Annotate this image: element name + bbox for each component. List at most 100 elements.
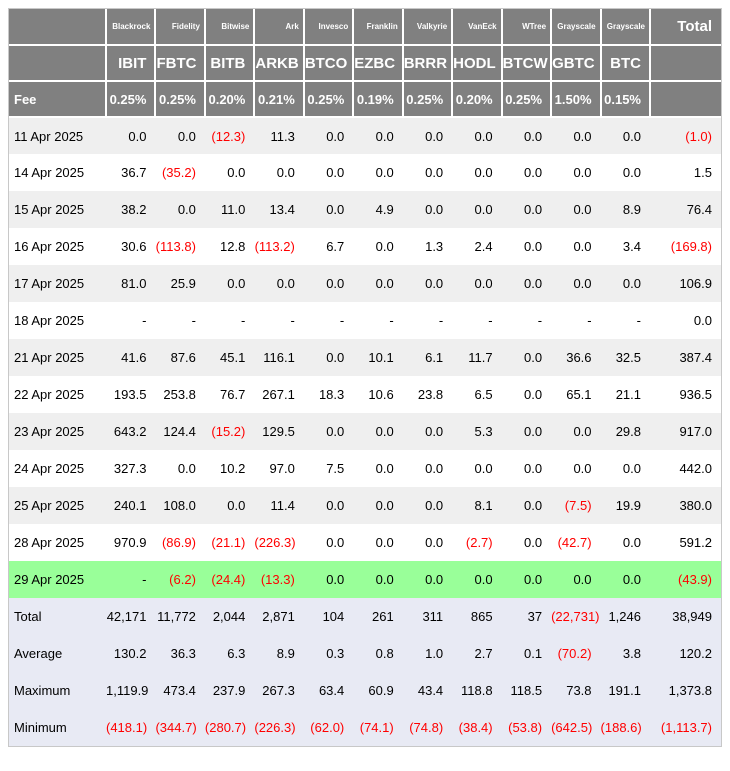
flow-value-cell: 0.0 (551, 228, 601, 265)
flow-value-cell: 0.0 (501, 339, 552, 376)
summary-value-cell: 865 (452, 598, 502, 635)
flow-value-cell: - (501, 302, 552, 339)
flow-value-cell: - (600, 302, 650, 339)
summary-value-cell: (74.8) (402, 709, 453, 746)
flow-value-cell: 38.2 (106, 191, 156, 228)
flow-value-cell: 643.2 (106, 413, 156, 450)
summary-value-cell: 3.8 (600, 635, 650, 672)
date-cell: 18 Apr 2025 (9, 302, 106, 339)
total-column-header: Total (650, 9, 721, 46)
row-total-cell: 442.0 (650, 450, 721, 487)
summary-value-cell: 473.4 (155, 672, 205, 709)
summary-value-cell: 1,119.9 (106, 672, 156, 709)
fee-row-label: Fee (9, 81, 107, 118)
flow-value-cell: 970.9 (106, 524, 156, 561)
flow-value-cell: 0.0 (600, 450, 650, 487)
row-total-cell: 387.4 (650, 339, 721, 376)
date-cell: 28 Apr 2025 (9, 524, 106, 561)
summary-value-cell: 104 (303, 598, 354, 635)
flow-value-cell: 0.0 (551, 561, 601, 598)
flow-value-cell: 4.9 (353, 191, 403, 228)
fee-value: 0.15% (600, 81, 652, 118)
summary-value-cell: (70.2) (551, 635, 601, 672)
date-cell: 14 Apr 2025 (9, 154, 106, 191)
flow-value-cell: 0.0 (303, 191, 354, 228)
flow-value-cell: 0.0 (452, 561, 502, 598)
flow-value-cell: 0.0 (402, 154, 453, 191)
row-total-cell: 591.2 (650, 524, 721, 561)
fee-value: 0.25% (501, 81, 553, 118)
flow-value-cell: (15.2) (204, 413, 255, 450)
flow-value-cell: 0.0 (254, 265, 304, 302)
table-row: 29 Apr 2025- (6.2) (24.4) (13.3) 0.0 0.0 0.0 0.… (9, 561, 721, 598)
ticker-name: ARKB (254, 45, 305, 82)
table-row: 28 Apr 2025 970.9 (86.9) (21.1) (226.3) 0.0 0.… (9, 524, 721, 561)
flow-value-cell: (6.2) (155, 561, 205, 598)
date-cell: 21 Apr 2025 (9, 339, 106, 376)
flow-value-cell: 36.7 (106, 154, 156, 191)
flow-value-cell: 0.0 (303, 561, 354, 598)
summary-value-cell: 191.1 (600, 672, 650, 709)
ticker-name: IBIT (106, 45, 157, 82)
flow-value-cell: 18.3 (303, 376, 354, 413)
fee-value: 0.25% (303, 81, 355, 118)
fee-value: 0.25% (106, 81, 157, 118)
summary-label: Average (9, 635, 106, 672)
table-row: 15 Apr 2025 38.2 0.0 11.0 13.4 0.0 4.9 0.0 0.0 0.… (9, 191, 721, 228)
summary-rows: Total 42,171 11,772 2,044 2,871 104 261 311 865 3… (9, 598, 721, 746)
flow-value-cell: (2.7) (452, 524, 502, 561)
flow-value-cell: - (106, 302, 156, 339)
fee-header-row: Fee 0.25% 0.25% 0.20% 0.21% 0.25% 0.19% 0.25% 0.… (9, 81, 721, 118)
flow-value-cell: 0.0 (501, 191, 552, 228)
summary-value-cell: 0.8 (353, 635, 403, 672)
flow-value-cell: 0.0 (204, 487, 255, 524)
summary-total-cell: (1,113.7) (650, 709, 721, 746)
flow-value-cell: 6.1 (402, 339, 453, 376)
ticker-name: EZBC (353, 45, 404, 82)
flow-value-cell: 8.1 (452, 487, 502, 524)
flow-value-cell: 0.0 (600, 524, 650, 561)
table-row: 23 Apr 2025 643.2 124.4 (15.2) 129.5 0.0 0.0 0.… (9, 413, 721, 450)
flow-value-cell: 11.3 (254, 117, 304, 154)
flow-value-cell: - (452, 302, 502, 339)
flow-value-cell: 0.0 (551, 413, 601, 450)
blank-header-cell (650, 45, 721, 82)
flow-value-cell: 0.0 (501, 450, 552, 487)
flow-value-cell: 0.0 (254, 154, 304, 191)
date-cell: 15 Apr 2025 (9, 191, 106, 228)
flow-value-cell: 0.0 (551, 191, 601, 228)
flow-value-cell: 0.0 (402, 413, 453, 450)
flow-value-cell: 0.0 (452, 450, 502, 487)
flow-value-cell: 0.0 (600, 154, 650, 191)
date-cell: 23 Apr 2025 (9, 413, 106, 450)
flow-value-cell: 0.0 (551, 117, 601, 154)
table-row: 21 Apr 2025 41.6 87.6 45.1 116.1 0.0 10.1 6.1 11… (9, 339, 721, 376)
flow-value-cell: 0.0 (353, 524, 403, 561)
table-row: 16 Apr 2025 30.6 (113.8) 12.8 (113.2) 6.7 0.0 1… (9, 228, 721, 265)
flow-value-cell: 8.9 (600, 191, 650, 228)
provider-name: Blackrock (106, 9, 157, 46)
summary-total-cell: 38,949 (650, 598, 721, 635)
summary-value-cell: 43.4 (402, 672, 453, 709)
provider-name: Grayscale (600, 9, 652, 46)
fee-value: 0.25% (402, 81, 454, 118)
row-total-cell: 917.0 (650, 413, 721, 450)
provider-name: Valkyrie (402, 9, 454, 46)
summary-value-cell: 8.9 (254, 635, 304, 672)
flow-value-cell: 0.0 (600, 561, 650, 598)
summary-value-cell: 0.1 (501, 635, 552, 672)
fee-value: 0.25% (155, 81, 206, 118)
flow-value-cell: 30.6 (106, 228, 156, 265)
flow-value-cell: 0.0 (402, 561, 453, 598)
flow-value-cell: 0.0 (501, 117, 552, 154)
date-cell: 25 Apr 2025 (9, 487, 106, 524)
date-cell: 17 Apr 2025 (9, 265, 106, 302)
provider-name: Franklin (353, 9, 404, 46)
flow-value-cell: 0.0 (303, 117, 354, 154)
ticker-name: BTCO (303, 45, 355, 82)
flow-value-cell: 10.2 (204, 450, 255, 487)
provider-name: Ark (254, 9, 305, 46)
flow-value-cell: 0.0 (551, 265, 601, 302)
table-row: 18 Apr 2025- - - - - - - - - - -0.0 (9, 302, 721, 339)
flow-value-cell: 0.0 (501, 561, 552, 598)
